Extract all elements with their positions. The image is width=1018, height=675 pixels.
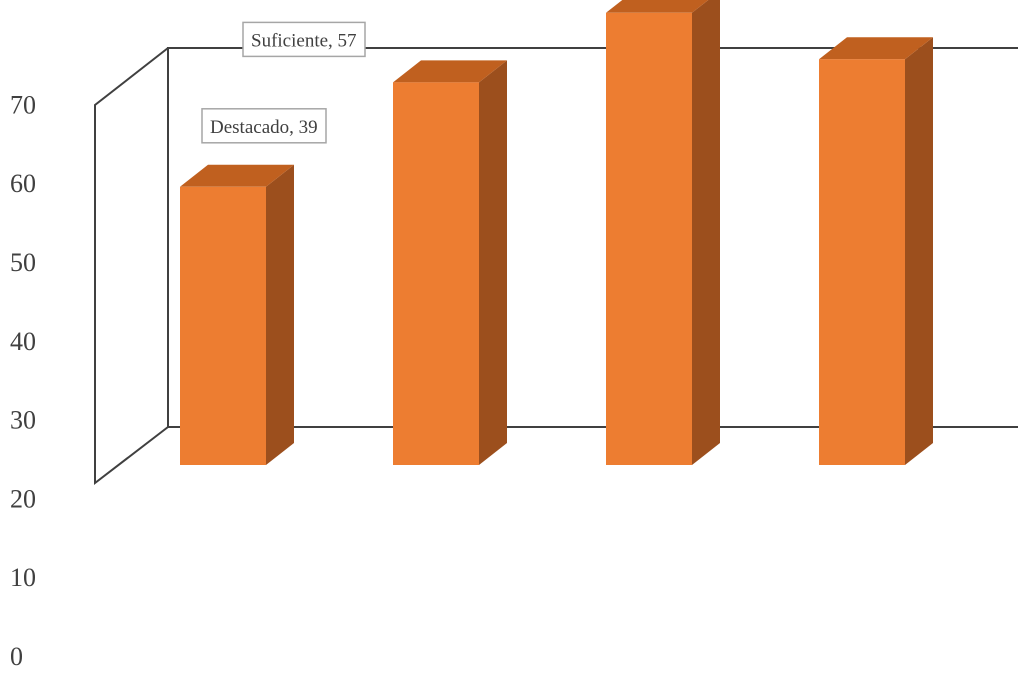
data-label-box: [242, 21, 366, 58]
y-tick-label: 20: [10, 484, 36, 513]
bar-side-face: [479, 60, 507, 466]
back-wall-outline: [167, 47, 1018, 428]
bar-side-face: [266, 164, 294, 466]
bar-front-face: [606, 12, 692, 466]
y-tick-label: 70: [10, 90, 36, 119]
chart-frame: [94, 47, 1018, 486]
bar-suficiente: [393, 60, 507, 466]
side-wall-outline: [94, 47, 169, 486]
data-label-box: [201, 108, 327, 144]
bar-top-face: [393, 60, 507, 83]
bar-intermedio: [606, 0, 720, 466]
data-label-text: Suficiente, 57: [251, 30, 357, 51]
y-axis-ticks: 0 10 20 30 40 50 60 70: [10, 90, 36, 671]
bars: [180, 0, 933, 466]
data-label: Destacado, 39: [201, 108, 327, 144]
bar-side-face: [692, 0, 720, 465]
y-tick-label: 50: [10, 248, 36, 277]
bar-front-face: [180, 186, 266, 466]
y-tick-label: 40: [10, 327, 36, 356]
bar-deficiente: [819, 37, 933, 465]
bar-front-face: [393, 82, 479, 466]
data-label: Suficiente, 57: [242, 21, 366, 58]
bar-top-face: [819, 37, 933, 60]
y-tick-label: 30: [10, 406, 36, 435]
bar-front-face: [819, 59, 905, 465]
y-tick-label: 0: [10, 642, 23, 671]
bar-destacado: [180, 164, 294, 466]
bar-side-face: [905, 37, 933, 465]
y-tick-label: 60: [10, 169, 36, 198]
bar-top-face: [180, 164, 294, 187]
data-label-text: Destacado, 39: [210, 117, 318, 138]
bar-top-face: [606, 0, 709, 13]
y-tick-label: 10: [10, 563, 36, 592]
